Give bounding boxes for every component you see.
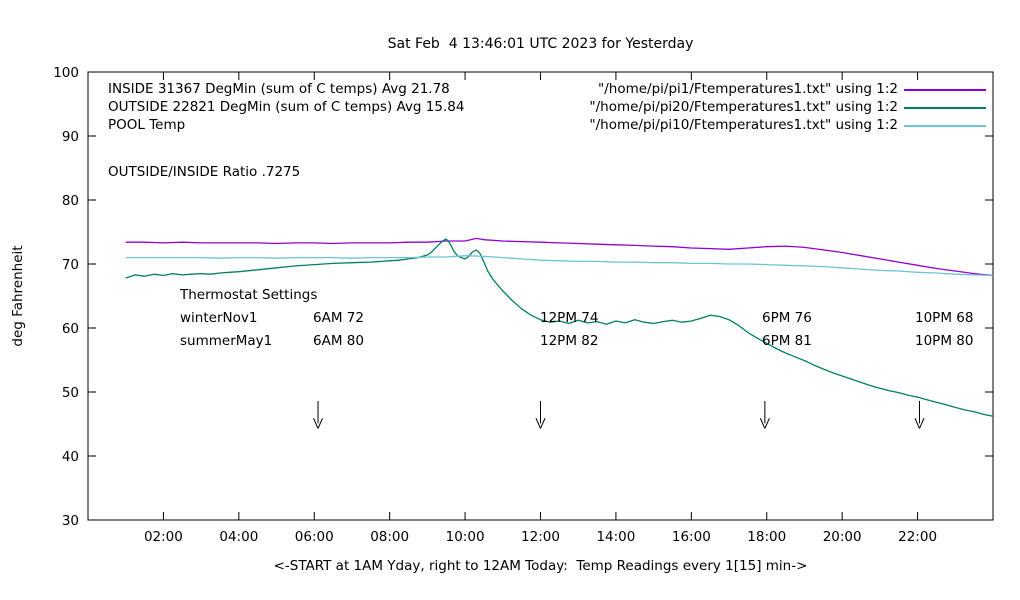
legend-label-pool: POOL Temp: [108, 117, 186, 133]
x-tick-label: 18:00: [747, 529, 786, 545]
down-arrow-head: [759, 418, 766, 429]
y-tick-label: 60: [62, 321, 79, 337]
legend-line-sample-outside: [904, 107, 986, 109]
thermostat-setting: 10PM 80: [915, 333, 974, 349]
y-tick-label: 70: [62, 257, 79, 273]
down-arrow-head: [764, 418, 770, 429]
down-arrow-head: [914, 418, 920, 429]
legend-label-outside: OUTSIDE 22821 DegMin (sum of C temps) Av…: [108, 99, 465, 115]
thermostat-title: Thermostat Settings: [180, 287, 318, 303]
series-inside-line: [125, 237, 994, 277]
thermostat-row-name: summerMay1: [180, 333, 273, 349]
x-tick-label: 08:00: [370, 529, 409, 545]
thermostat-setting: 10PM 68: [915, 310, 974, 326]
y-tick-label: 100: [53, 65, 79, 81]
down-arrow-head: [540, 418, 546, 429]
y-tick-label: 30: [62, 513, 79, 529]
ratio-label: OUTSIDE/INSIDE Ratio .7275: [108, 164, 301, 180]
x-tick-label: 14:00: [596, 529, 635, 545]
thermostat-setting: 6PM 81: [762, 333, 812, 349]
y-tick-label: 40: [62, 449, 79, 465]
thermostat-setting: 12PM 74: [540, 310, 599, 326]
x-tick-label: 16:00: [672, 529, 711, 545]
down-arrow-head: [919, 418, 925, 429]
thermostat-row-name: winterNov1: [180, 310, 258, 326]
thermostat-setting: 6PM 76: [762, 310, 812, 326]
x-tick-label: 02:00: [144, 529, 183, 545]
series-pool-line: [125, 255, 994, 277]
legend-file-outside: "/home/pi/pi20/Ftemperatures1.txt" using…: [589, 99, 898, 115]
thermostat-setting: 6AM 80: [313, 333, 364, 349]
down-arrow-head: [317, 418, 323, 429]
down-arrow-head: [313, 418, 319, 429]
legend-file-pool: "/home/pi/pi10/Ftemperatures1.txt" using…: [589, 117, 898, 133]
thermostat-settings: Thermostat Settings winterNov1 6AM 72 12PM…: [0, 0, 1020, 349]
legend-file-inside: "/home/pi/pi1/Ftemperatures1.txt" using …: [598, 81, 898, 97]
y-axis-label: deg Fahrenheit: [10, 245, 26, 347]
x-tick-label: 04:00: [219, 529, 258, 545]
x-tick-label: 20:00: [823, 529, 862, 545]
thermostat-setting: 12PM 82: [540, 333, 599, 349]
x-tick-label: 06:00: [295, 529, 334, 545]
y-tick-label: 80: [62, 193, 79, 209]
x-tick-label: 12:00: [521, 529, 560, 545]
y-tick-label: 90: [62, 129, 79, 145]
thermostat-setting: 6AM 72: [313, 310, 364, 326]
y-tick-label: 50: [62, 385, 79, 401]
x-tick-label: 22:00: [898, 529, 937, 545]
legend-line-sample-pool: [904, 125, 986, 127]
x-axis-label: <-START at 1AM Yday, right to 12AM Today…: [273, 558, 808, 574]
chart-title: Sat Feb 4 13:46:01 UTC 2023 for Yesterda…: [387, 36, 694, 52]
legend-line-sample-inside: [904, 89, 986, 91]
down-arrow-head: [535, 418, 541, 429]
series-outside-line: [125, 238, 994, 417]
legend-label-inside: INSIDE 31367 DegMin (sum of C temps) Avg…: [108, 81, 450, 97]
x-tick-label: 10:00: [446, 529, 485, 545]
